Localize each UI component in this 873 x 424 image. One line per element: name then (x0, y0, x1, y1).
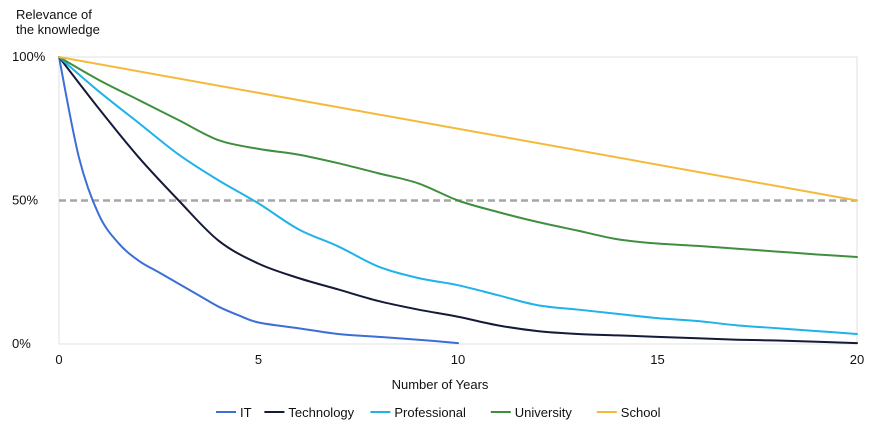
legend-label: Professional (394, 405, 466, 420)
x-axis-title: Number of Years (392, 377, 489, 392)
series-line-professional (58, 56, 858, 335)
legend-label: School (621, 405, 661, 420)
series-line-school (58, 56, 858, 202)
y-axis-title-line-2: the knowledge (16, 22, 100, 37)
x-tick-labels: 0 5 10 15 20 (55, 352, 864, 367)
y-tick-label: 50% (12, 193, 38, 208)
y-tick-labels: 0% 50% 100% (12, 49, 46, 351)
x-tick-label: 0 (55, 352, 62, 367)
y-tick-label: 0% (12, 336, 31, 351)
legend-item-it: IT (216, 405, 252, 420)
legend-item-technology: Technology (264, 405, 355, 420)
legend-item-school: School (596, 405, 661, 420)
legend-label: IT (240, 405, 252, 420)
legend-item-university: University (490, 405, 573, 420)
series-line-it (58, 56, 459, 345)
x-tick-label: 20 (850, 352, 864, 367)
legend-label: University (515, 405, 573, 420)
y-axis-title: Relevance of the knowledge (16, 7, 100, 37)
series-line-university (58, 56, 858, 259)
series-line-technology (58, 56, 858, 345)
x-tick-label: 5 (255, 352, 262, 367)
legend-label: Technology (288, 405, 354, 420)
y-axis-title-line-1: Relevance of (16, 7, 92, 22)
x-tick-label: 10 (451, 352, 465, 367)
x-tick-label: 15 (650, 352, 664, 367)
series-lines (58, 56, 858, 345)
legend: IT Technology Professional University School (216, 405, 661, 420)
legend-item-professional: Professional (370, 405, 466, 420)
y-tick-label: 100% (12, 49, 46, 64)
